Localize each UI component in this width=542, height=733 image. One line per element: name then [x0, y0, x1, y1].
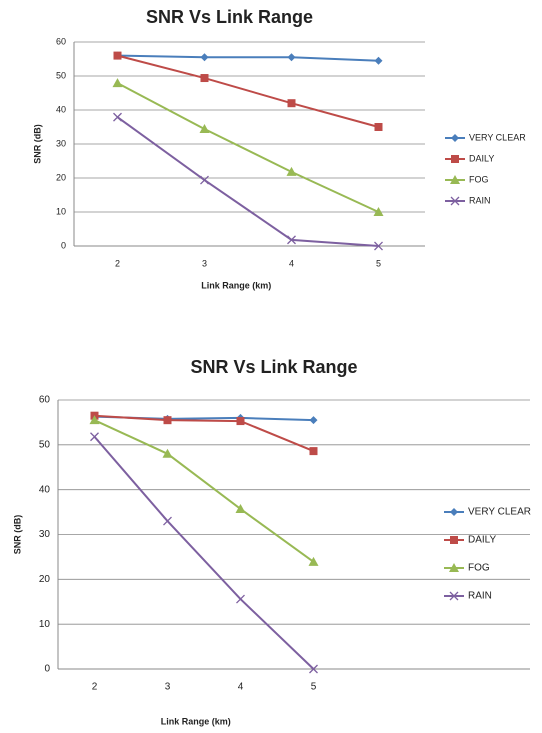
marker	[287, 235, 296, 245]
marker	[163, 516, 172, 526]
marker	[309, 447, 318, 456]
marker	[450, 508, 458, 516]
x-tick-label: 4	[289, 258, 294, 268]
y-tick-label: 30	[39, 529, 51, 540]
series-line	[117, 54, 379, 62]
marker	[163, 416, 172, 425]
y-tick-label: 0	[61, 240, 66, 250]
y-tick-label: 10	[56, 206, 66, 216]
legend-label: RAIN	[468, 591, 492, 602]
y-tick-label: 0	[44, 664, 50, 675]
marker	[286, 166, 297, 176]
marker	[450, 536, 458, 544]
series-line	[94, 419, 315, 563]
x-tick-label: 5	[311, 682, 317, 693]
x-tick-label: 5	[376, 258, 381, 268]
legend-label: DAILY	[468, 535, 496, 546]
marker	[236, 594, 245, 604]
marker	[200, 74, 209, 83]
series-line	[117, 82, 379, 213]
marker	[309, 664, 318, 674]
y-tick-label: 50	[56, 70, 66, 80]
marker	[374, 123, 383, 131]
y-tick-label: 60	[39, 395, 51, 406]
marker	[199, 124, 210, 134]
y-axis-label: SNR (dB)	[32, 124, 42, 164]
y-tick-label: 40	[39, 484, 51, 495]
marker	[113, 51, 122, 60]
y-tick-label: 50	[39, 439, 51, 450]
x-axis-label: Link Range (km)	[201, 280, 271, 290]
legend-label: VERY CLEAR	[469, 132, 526, 142]
chart-title: SNR Vs Link Range	[190, 357, 357, 377]
legend-label: FOG	[469, 174, 489, 184]
marker	[374, 241, 383, 251]
marker	[374, 56, 383, 65]
legend-label: DAILY	[469, 153, 494, 163]
marker	[449, 563, 459, 572]
marker	[90, 432, 99, 442]
y-tick-label: 30	[56, 138, 66, 148]
marker	[451, 134, 459, 142]
y-tick-label: 40	[56, 104, 66, 114]
x-axis-label: Link Range (km)	[161, 716, 231, 726]
y-tick-label: 20	[39, 574, 51, 585]
marker	[113, 112, 122, 122]
marker	[235, 503, 246, 513]
x-tick-label: 4	[238, 682, 244, 693]
legend-label: VERY CLEAR	[468, 507, 531, 518]
y-tick-label: 10	[39, 619, 51, 630]
legend-label: RAIN	[469, 195, 491, 205]
x-tick-label: 3	[165, 682, 171, 693]
marker	[287, 53, 296, 62]
series-line	[94, 414, 314, 453]
marker	[451, 155, 459, 163]
marker	[449, 591, 459, 601]
series-line	[117, 54, 379, 128]
y-tick-label: 60	[56, 36, 66, 46]
marker	[200, 53, 209, 62]
legend-label: FOG	[468, 563, 490, 574]
marker	[200, 175, 209, 185]
x-tick-label: 2	[92, 682, 98, 693]
marker	[162, 448, 173, 458]
marker	[450, 175, 460, 184]
marker	[308, 556, 319, 566]
marker	[89, 415, 100, 425]
marker	[236, 417, 245, 426]
marker	[450, 196, 460, 206]
series-line	[93, 436, 315, 670]
marker	[373, 207, 384, 216]
series-line	[116, 116, 379, 247]
x-tick-label: 3	[202, 258, 207, 268]
x-tick-label: 2	[115, 258, 120, 268]
marker	[112, 78, 123, 88]
y-tick-label: 20	[56, 172, 66, 182]
marker	[309, 416, 318, 425]
marker	[287, 99, 296, 108]
chart-title: SNR Vs Link Range	[146, 7, 313, 27]
y-axis-label: SNR (dB)	[12, 515, 22, 555]
